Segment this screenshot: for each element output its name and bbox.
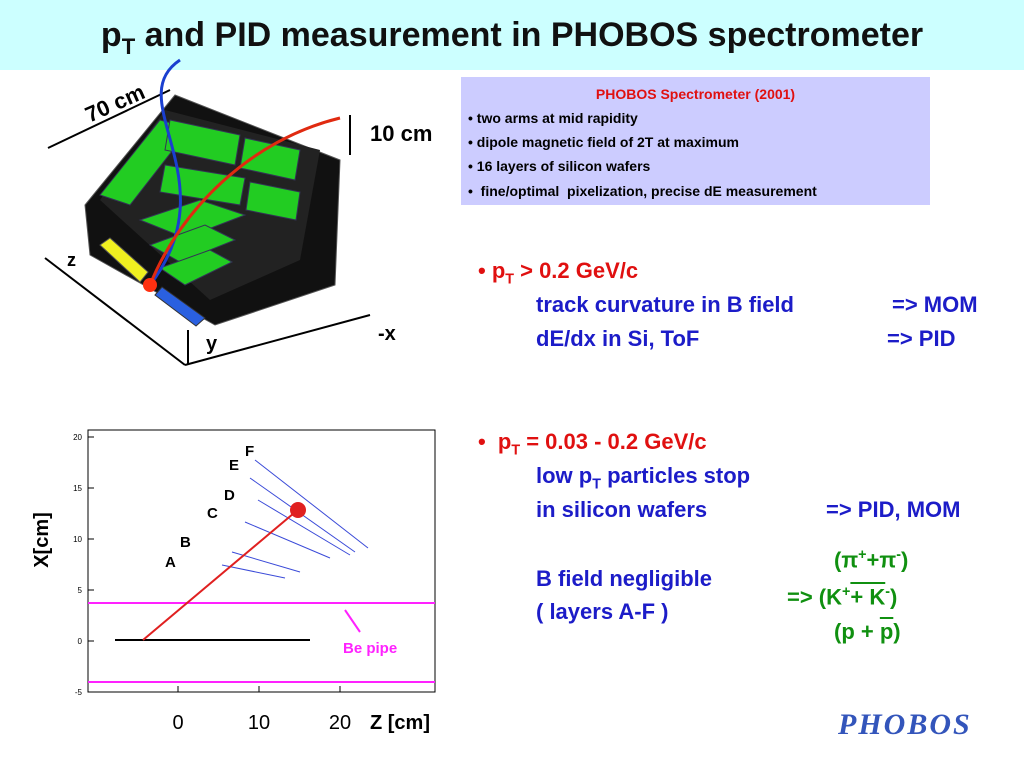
title-sub: T [121,33,136,59]
antiproton: p [879,619,894,644]
text-line: B field negligible [536,566,713,591]
p: (π [834,547,859,573]
text-line: track curvature in B field [536,292,794,317]
layer-label: A [165,554,176,571]
y-tick-label: 15 [73,484,82,493]
height-label: 10 cm [370,121,432,146]
title: pT and PID measurement in PHOBOS spectro… [0,16,1024,60]
bullet-sub: T [511,442,521,459]
bullet-lead: • p [478,429,512,454]
title-rest: and PID measurement in PHOBOS spectromet… [135,16,924,54]
x-label: Z [cm] [370,712,430,734]
text-line: ( layers A-F ) [536,599,669,624]
text-line: => MOM [892,292,978,317]
axis-z: z [67,250,76,270]
info-item: • two arms at mid rapidity [468,110,638,126]
x-tick-label: 0 [172,712,183,734]
charge: - [885,584,891,600]
text-line: => PID, MOM [826,497,961,522]
layer-label: F [245,443,254,460]
p: ) [893,619,901,644]
axis-x: -x [378,323,396,345]
text-line: low pT particles stop [536,463,750,492]
particles: (π++π-) [834,547,908,573]
text-line: => PID [887,326,956,351]
annotation: Be pipe [343,640,397,657]
x-tick-label: 20 [329,712,351,734]
p: +π [866,547,897,573]
layer-label: E [229,457,239,474]
y-label: X[cm] [31,512,53,568]
layer-label: B [180,534,191,551]
bullet-rest: = 0.03 - 0.2 GeV/c [520,429,707,454]
info-item: • fine/optimal pixelization, precise dE … [468,183,817,199]
charge: + [858,547,867,563]
title-main: p [100,16,122,54]
detector [44,58,371,366]
layer-label: D [224,487,235,504]
text-sub: T [592,476,601,493]
text-part: low p [536,463,593,488]
bullet-sub: T [505,271,514,288]
y-tick-label: 0 [78,637,83,646]
track-plot [87,429,436,693]
y-tick-label: 5 [78,586,83,595]
particles: => (K++ K-) [787,584,897,610]
text-line: in silicon wafers [536,497,708,522]
layer-label: C [207,505,218,522]
bullet-rest: > 0.2 GeV/c [514,258,639,283]
info-title: PHOBOS Spectrometer (2001) [595,86,796,102]
axis-y: y [206,333,218,355]
bullet: • pT = 0.03 - 0.2 GeV/c [478,429,707,458]
p: => (K [787,584,843,610]
p: + K [850,584,886,610]
y-tick-label: 20 [73,433,82,442]
x-tick-label: 10 [248,712,270,734]
charge: - [896,547,901,563]
y-tick-label: -5 [75,688,83,697]
length-label: 70 cm [81,79,148,127]
info-item: • dipole magnetic field of 2T at maximum [468,134,739,150]
info-item: • 16 layers of silicon wafers [468,158,651,174]
particles: (p + p) [834,619,901,645]
p: ) [890,584,898,610]
bullet: • pT > 0.2 GeV/c [478,258,638,287]
charge: + [842,584,851,600]
text-part: particles stop [600,463,751,488]
y-tick-label: 10 [73,535,82,544]
text-line: dE/dx in Si, ToF [536,326,700,351]
info-box [461,77,930,205]
p: ) [901,547,909,573]
bullet-lead: • p [478,258,506,283]
p: (p + [834,619,880,644]
logo: PHOBOS [838,708,972,741]
title-bar [0,0,1024,70]
